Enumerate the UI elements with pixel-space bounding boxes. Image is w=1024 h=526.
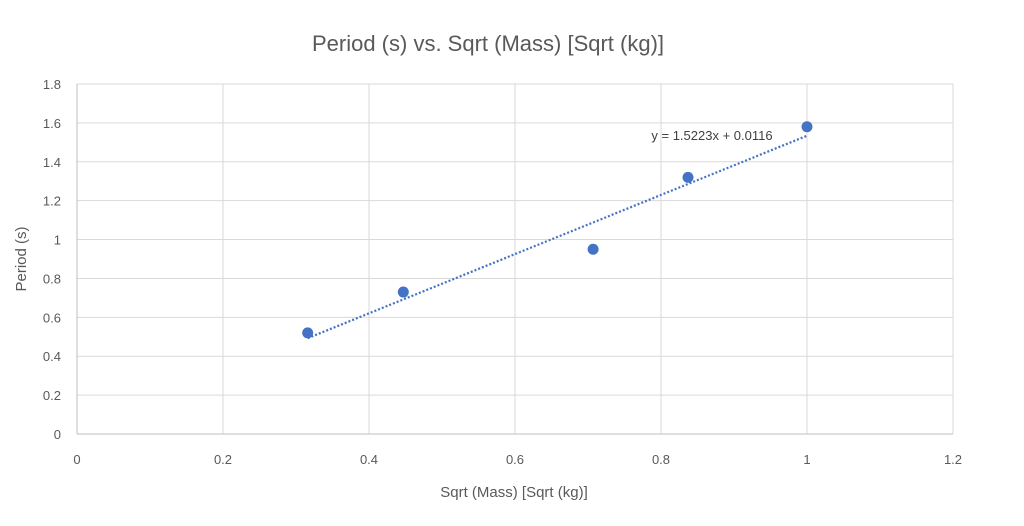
data-point: [587, 243, 599, 255]
grid-layer: [77, 83, 954, 434]
y-tick-label: 0.8: [43, 271, 61, 286]
y-tick-label: 1.2: [43, 194, 61, 209]
y-tick-label: 1: [54, 233, 61, 248]
data-point: [801, 121, 813, 133]
y-axis-label: Period (s): [13, 226, 30, 291]
data-points: [302, 121, 813, 339]
y-tick-label: 1.8: [43, 77, 61, 92]
y-tick-label: 0: [54, 427, 61, 442]
y-tick-label: 0.6: [43, 310, 61, 325]
trendline-layer: [307, 134, 808, 340]
x-tick-label: 0.8: [652, 452, 670, 467]
y-tick-label: 0.2: [43, 388, 61, 403]
y-tick-label: 1.4: [43, 155, 61, 170]
chart-title: Period (s) vs. Sqrt (Mass) [Sqrt (kg)]: [312, 31, 664, 56]
x-tick-label: 0.2: [214, 452, 232, 467]
x-tick-label: 0.6: [506, 452, 524, 467]
x-tick-label: 0.4: [360, 452, 378, 467]
y-tick-label: 1.6: [43, 116, 61, 131]
tick-labels: 0 0.2 0.4 0.6 0.8 1 1.2 1.4 1.6 1.8 0 0.2 0.4 0.6 0.8 1…: [43, 77, 962, 467]
linear-trendline: [307, 134, 808, 340]
x-axis-label: Sqrt (Mass) [Sqrt (kg)]: [440, 484, 588, 501]
data-point: [397, 286, 409, 298]
y-tick-label: 0.4: [43, 349, 61, 364]
x-tick-label: 1.2: [944, 452, 962, 467]
axis-layer: [76, 84, 953, 435]
data-point: [302, 327, 314, 339]
data-point: [682, 171, 694, 183]
x-tick-label: 0: [73, 452, 80, 467]
x-tick-label: 1: [803, 452, 810, 467]
trendline-equation: y = 1.5223x + 0.0116: [651, 128, 772, 143]
